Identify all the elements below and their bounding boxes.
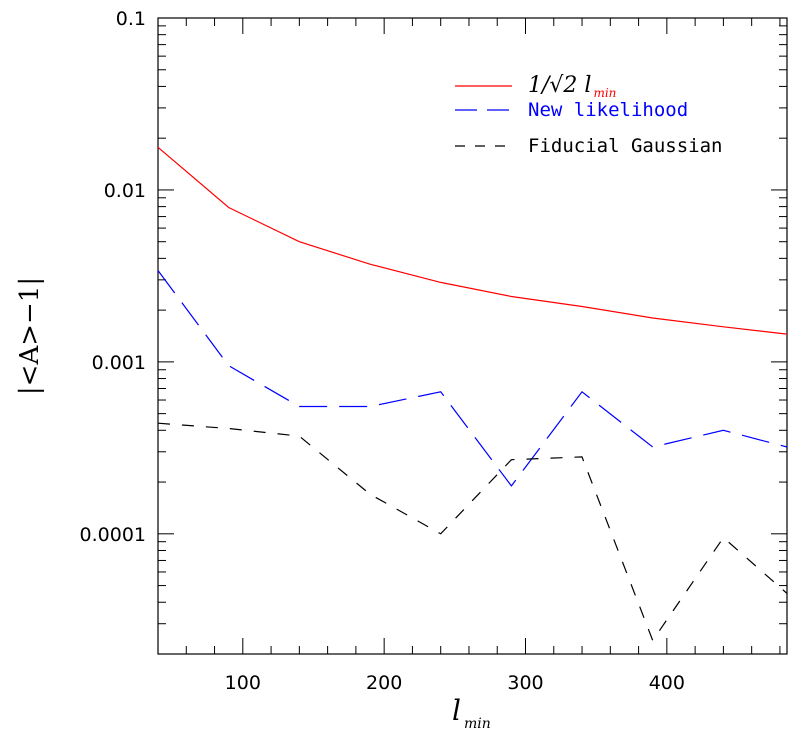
series-layer <box>157 146 788 642</box>
x-tick-label: 400 <box>649 672 685 694</box>
series-line <box>157 422 788 642</box>
y-tick-label: 0.001 <box>92 352 146 374</box>
x-tick-label: 100 <box>225 672 261 694</box>
series-line <box>157 146 788 335</box>
legend-label: New likelihood <box>528 99 688 121</box>
series-line <box>157 270 788 487</box>
y-tick-label: 0.01 <box>104 180 146 202</box>
x-tick-label: 300 <box>507 672 543 694</box>
legend-label: 1/√2 l min <box>528 73 616 100</box>
y-tick-label: 0.0001 <box>80 524 146 546</box>
y-axis-title: |<A>−1| <box>15 277 45 395</box>
axes: 100 200 300 400 0.0001 0.001 0.01 0.1 <box>80 8 788 694</box>
y-tick-label: 0.1 <box>116 8 146 30</box>
plot-frame <box>157 17 788 655</box>
labels: l min |<A>−1| <box>15 277 491 732</box>
x-tick-label: 200 <box>366 672 402 694</box>
legend-label: Fiducial Gaussian <box>528 135 722 157</box>
x-axis-title: l min <box>452 694 491 732</box>
